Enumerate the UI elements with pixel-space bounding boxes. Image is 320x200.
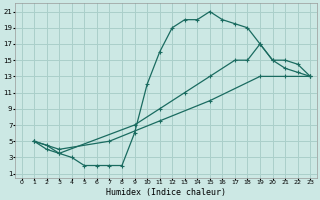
X-axis label: Humidex (Indice chaleur): Humidex (Indice chaleur) xyxy=(106,188,226,197)
